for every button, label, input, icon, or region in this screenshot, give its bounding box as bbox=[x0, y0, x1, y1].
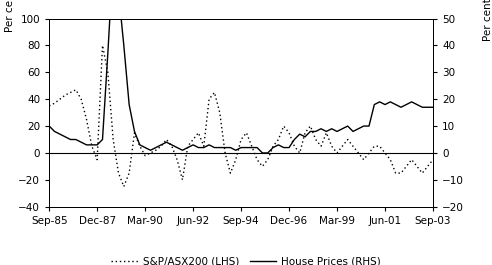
Legend: S&P/ASX200 (LHS), House Prices (RHS): S&P/ASX200 (LHS), House Prices (RHS) bbox=[107, 252, 385, 265]
Y-axis label: Per cent: Per cent bbox=[4, 0, 15, 32]
Y-axis label: Per cent (tty): Per cent (tty) bbox=[483, 0, 492, 41]
